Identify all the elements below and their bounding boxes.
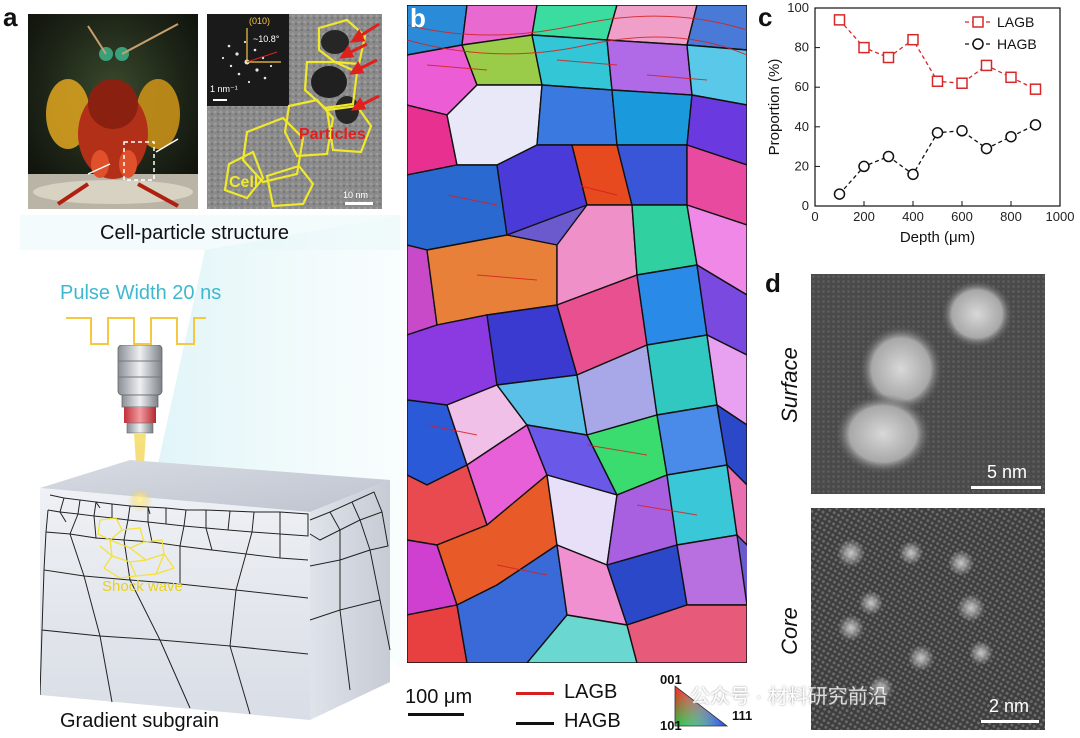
ipf-triangle	[674, 685, 729, 727]
hagb-legend-label: HAGB	[564, 710, 621, 732]
tem-angle: ~10.8°	[253, 34, 280, 44]
x-tick-label-1: 200	[853, 209, 875, 224]
lagb-legend-label: LAGB	[564, 681, 618, 703]
ipf-001-label: 001	[660, 672, 682, 687]
tem-scale-bar	[345, 202, 373, 205]
point-hagb-4	[931, 126, 944, 139]
ebsd-map	[407, 5, 747, 663]
hagb-legend-line	[516, 722, 554, 725]
x-tick-label-0: 0	[811, 209, 818, 224]
surface-scale-label: 5 nm	[987, 462, 1028, 482]
legend-marker-hagb	[972, 38, 984, 50]
y-tick-label-2: 40	[795, 119, 809, 134]
panel-d-letter: d	[765, 268, 781, 298]
point-lagb-7	[1005, 71, 1017, 84]
point-hagb-6	[980, 142, 993, 155]
y-tick-label-0: 0	[802, 198, 809, 213]
tem-cell-label: Cell	[229, 174, 259, 191]
cell-particle-caption: Cell-particle structure	[100, 222, 289, 244]
mantis-shrimp-photo	[28, 14, 198, 209]
surface-label: Surface	[777, 347, 802, 423]
panel-a-letter: a	[3, 2, 18, 32]
point-lagb-5	[956, 77, 968, 89]
ipf-101-label: 101	[660, 718, 682, 733]
core-label: Core	[777, 607, 802, 655]
point-hagb-7	[1005, 130, 1017, 143]
ebsd-scale-bar	[408, 713, 464, 716]
shock-wave-label: Shock wave	[102, 578, 183, 595]
point-lagb-4	[931, 75, 944, 88]
tem-image: (010) ~10.8° 1 nm⁻¹ Particles Cell 10 nm	[207, 14, 382, 209]
point-hagb-8	[1029, 119, 1042, 131]
pulse-width-label: Pulse Width 20 ns	[60, 282, 222, 304]
lagb-legend-line	[516, 692, 554, 695]
tem-zone-axis: (010)	[249, 16, 271, 26]
core-scale-label: 2 nm	[989, 696, 1030, 716]
point-lagb-3	[907, 33, 919, 46]
point-hagb-2	[882, 150, 895, 163]
gradient-subgrain-caption: Gradient subgrain	[60, 710, 219, 732]
point-lagb-2	[882, 51, 895, 64]
y-tick-label-4: 80	[795, 40, 809, 55]
x-tick-label-3: 600	[951, 209, 973, 224]
y-tick-label-5: 100	[787, 0, 809, 15]
panel-b-letter: b	[410, 3, 426, 33]
legend-marker-lagb	[972, 16, 984, 28]
point-lagb-1	[858, 41, 870, 54]
point-lagb-6	[980, 59, 993, 72]
legend-label-hagb: HAGB	[997, 36, 1037, 52]
watermark-text: 公众号 · 材料研究前沿	[690, 686, 888, 708]
x-tick-label-5: 1000	[1046, 209, 1075, 224]
panel-c-letter: c	[758, 2, 773, 32]
chart-frame	[814, 7, 1061, 207]
x-tick-label-2: 400	[902, 209, 924, 224]
point-lagb-0	[833, 14, 846, 26]
y-axis-label: Proportion (%)	[766, 59, 783, 156]
point-hagb-5	[956, 125, 968, 137]
point-hagb-3	[907, 168, 919, 181]
ebsd-scale-label: 100 μm	[405, 686, 473, 708]
gradient-subgrain-block	[40, 460, 391, 720]
surface-scale-bar	[971, 486, 1041, 489]
x-tick-label-4: 800	[1000, 209, 1022, 224]
tem-illustration	[207, 14, 382, 209]
point-lagb-8	[1029, 83, 1042, 95]
tem-scale-label: 10 nm	[343, 190, 369, 200]
core-scale-bar	[981, 720, 1039, 723]
ipf-111-label: 111	[732, 708, 753, 723]
depth-proportion-chart: 0 200 400 600 800 1000 0 20 40 60 80 100 Depth (μm) P…	[766, 0, 1075, 246]
pulse-waveform	[66, 317, 206, 345]
y-tick-label-3: 60	[795, 79, 809, 94]
tem-particles-label: Particles	[299, 126, 366, 143]
x-axis-label: Depth (μm)	[900, 229, 975, 246]
tem-fft-scale: 1 nm⁻¹	[210, 84, 238, 94]
y-tick-label-1: 20	[795, 158, 809, 173]
surface-haadf-image: 5 nm	[811, 274, 1045, 494]
core-haadf-image: 2 nm	[811, 508, 1045, 730]
point-hagb-0	[833, 188, 846, 200]
point-hagb-1	[858, 160, 870, 173]
legend-label-lagb: LAGB	[997, 14, 1034, 30]
